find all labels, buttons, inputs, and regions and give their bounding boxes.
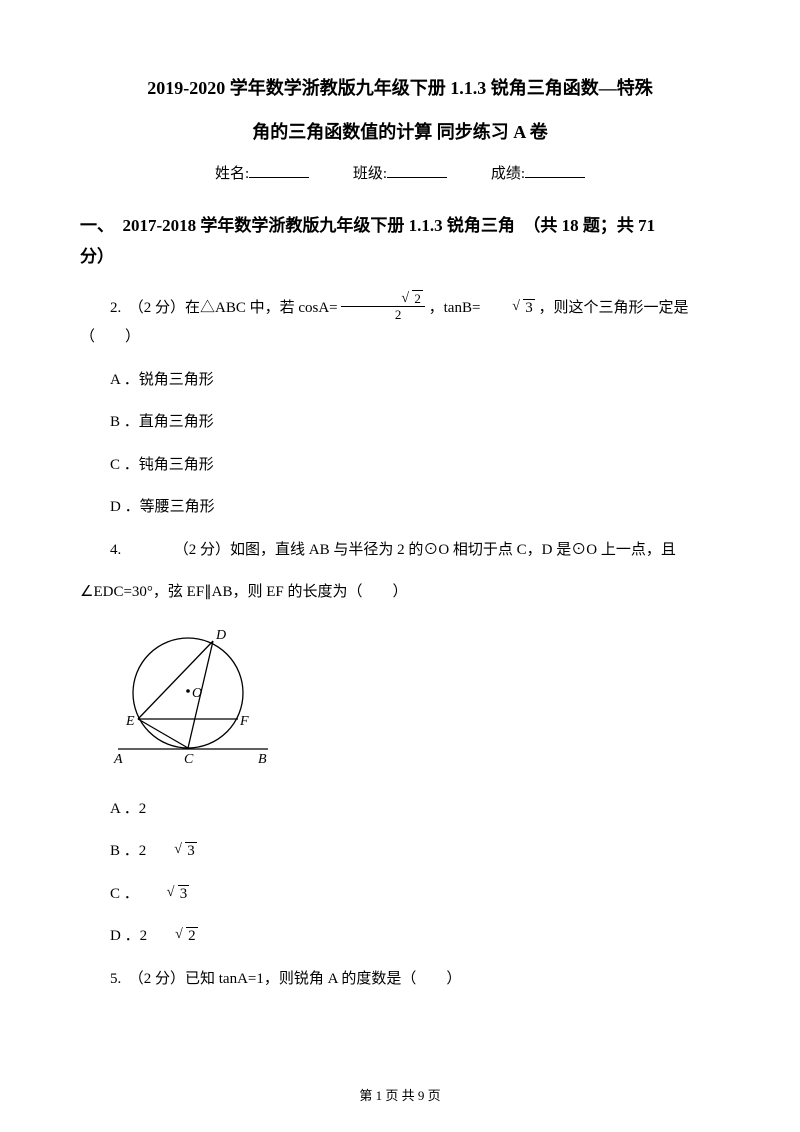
q4-option-a: A ．2 [80,795,720,824]
q2-frac-den: 2 [341,307,425,321]
name-label: 姓名: [215,166,249,182]
section-line2: 分） [80,242,720,273]
line-ed [138,641,213,719]
q2-mid: ，tanB= [429,300,485,316]
line-ec [138,719,188,748]
section-line1: 一、 2017-2018 学年数学浙教版九年级下册 1.1.3 锐角三角 （共 … [80,211,720,242]
page-footer: 第 1 页 共 9 页 [0,1085,800,1104]
q2-sqrt-val: 3 [523,299,535,316]
label-a: A [113,752,123,767]
q2-fraction: 2 2 [341,292,425,321]
info-row: 姓名: 班级: 成绩: [80,162,720,183]
q4-d-prefix: D ． [110,928,140,944]
q4-b-sqrt: 3 [146,837,197,866]
q4-option-c: C ． 3 [80,880,720,909]
q4-c-sqrt: 3 [139,880,190,909]
center-dot [186,689,190,693]
label-d: D [215,628,226,643]
class-label: 班级: [353,166,387,182]
q4-b-rad: 3 [185,842,197,859]
q4-b-prefix: B ． [110,843,139,859]
score-label: 成绩: [491,166,525,182]
q2-option-d: D ．等腰三角形 [80,493,720,522]
q2-before: 2. （2 分）在△ABC 中，若 cosA= [110,300,341,316]
q4-c-prefix: C ． [110,886,139,902]
label-o: O [192,686,202,701]
q4-c-rad: 3 [178,885,190,902]
q4-d-rad: 2 [186,927,198,944]
question-4-line1: 4. （2 分）如图，直线 AB 与半径为 2 的⊙O 相切于点 C，D 是⊙O… [80,536,720,565]
label-b: B [258,752,267,767]
label-c: C [184,752,194,767]
question-5: 5. （2 分）已知 tanA=1，则锐角 A 的度数是（ ） [80,965,720,994]
label-f: F [239,714,249,729]
q4-option-b: B ．23 [80,837,720,866]
q4-d-sqrt: 2 [147,922,198,951]
label-e: E [125,714,135,729]
q2-option-a: A ．锐角三角形 [80,366,720,395]
question-4-line2: ∠EDC=30°，弦 EF∥AB，则 EF 的长度为（ ） [80,578,720,607]
question-2: 2. （2 分）在△ABC 中，若 cosA= 2 2 ，tanB= 3 ，则这… [80,294,720,352]
name-blank [249,177,309,178]
class-blank [387,177,447,178]
circle [133,638,243,748]
q2-frac-num: 2 [412,290,423,306]
section-header: 一、 2017-2018 学年数学浙教版九年级下册 1.1.3 锐角三角 （共 … [80,211,720,272]
score-blank [525,177,585,178]
q4-diagram: D O E F A C B [110,621,720,781]
q2-option-c: C ．钝角三角形 [80,451,720,480]
page-title-line1: 2019-2020 学年数学浙教版九年级下册 1.1.3 锐角三角函数—特殊 [80,70,720,106]
q2-option-b: B ．直角三角形 [80,408,720,437]
page-title-line2: 角的三角函数值的计算 同步练习 A 卷 [80,114,720,150]
q2-sqrt-tanb: 3 [484,294,535,323]
q4-option-d: D ．22 [80,922,720,951]
